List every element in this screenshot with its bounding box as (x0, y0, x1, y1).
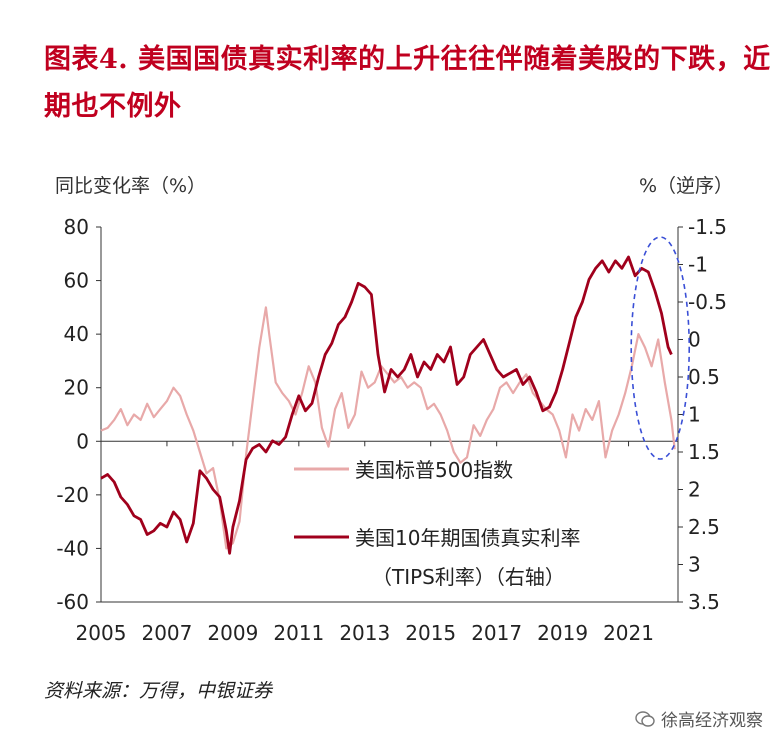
right-tick-label: -1 (688, 253, 708, 277)
right-tick-label: -0.5 (688, 290, 727, 314)
legend-label-tips-note: （TIPS利率）（右轴） (372, 565, 565, 589)
x-tick-label: 2011 (273, 621, 324, 645)
highlight-ellipse (630, 236, 691, 460)
watermark: 徐高经济观察 (635, 706, 763, 731)
left-tick-label: 60 (64, 269, 89, 293)
left-axis-label: 同比变化率（%） (55, 175, 206, 197)
right-tick-label: 2 (688, 478, 701, 502)
x-tick-label: 2015 (405, 621, 456, 645)
sp500-line (100, 306, 676, 550)
right-tick-label: 0.5 (688, 365, 720, 389)
x-tick-label: 2005 (76, 621, 127, 645)
right-tick-label: 1 (688, 403, 701, 427)
x-tick-label: 2013 (339, 621, 390, 645)
legend-label-sp500: 美国标普500指数 (355, 458, 513, 482)
left-tick-label: 0 (76, 429, 89, 453)
x-tick-label: 2019 (537, 621, 588, 645)
left-tick-label: -20 (56, 483, 89, 507)
left-tick-label: 20 (64, 376, 89, 400)
right-tick-label: 3.5 (688, 590, 720, 614)
right-tick-label: 1.5 (688, 440, 720, 464)
right-tick-label: 0 (688, 328, 701, 352)
source-note: 资料来源：万得，中银证券 (44, 680, 273, 702)
wechat-icon (635, 710, 655, 727)
x-tick-label: 2017 (471, 621, 522, 645)
x-tick-label: 2009 (207, 621, 258, 645)
right-axis-label: %（逆序） (639, 175, 733, 197)
watermark-text: 徐高经济观察 (661, 711, 763, 731)
x-tick-label: 2007 (141, 621, 192, 645)
left-tick-label: 40 (64, 322, 89, 346)
right-tick-label: -1.5 (688, 215, 727, 239)
tips-rate-line (100, 255, 673, 555)
left-tick-label: -60 (56, 590, 89, 614)
left-tick-label: -40 (56, 536, 89, 560)
right-tick-label: 2.5 (688, 515, 720, 539)
right-tick-label: 3 (688, 553, 701, 577)
x-tick-label: 2021 (603, 621, 654, 645)
chart-title: 图表4. 美国国债真实利率的上升往往伴随着美股的下跌，近期也不例外 (44, 44, 771, 122)
left-tick-label: 80 (64, 215, 89, 239)
legend-label-tips: 美国10年期国债真实利率 (355, 526, 580, 550)
